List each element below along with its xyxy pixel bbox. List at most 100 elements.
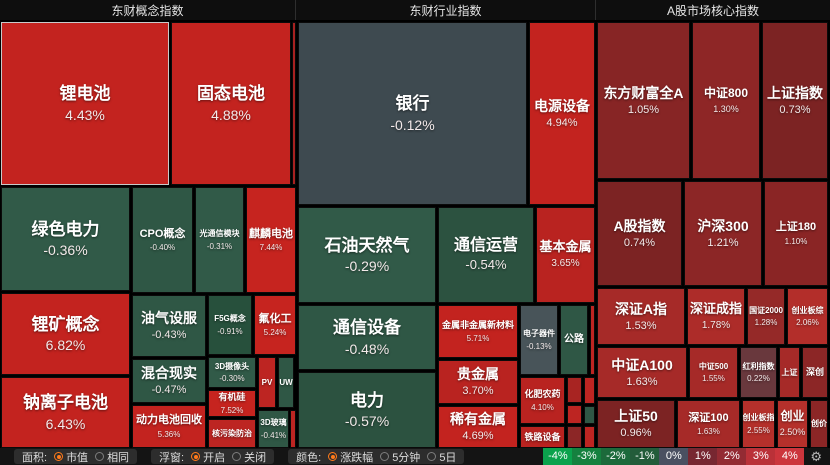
tile-value: 4.94% bbox=[546, 116, 578, 129]
tile-value: 1.63% bbox=[697, 427, 720, 437]
treemap-tile[interactable]: 银行 -0.12% bbox=[298, 22, 527, 205]
treemap-tile-sliver[interactable] bbox=[290, 410, 296, 448]
treemap-tile[interactable]: 公路 bbox=[560, 305, 588, 375]
treemap-tile-sliver[interactable] bbox=[567, 377, 582, 403]
treemap-tile[interactable]: 中证800 1.30% bbox=[692, 22, 760, 179]
treemap-tile[interactable]: 锂电池 4.43% bbox=[1, 22, 169, 185]
tile-name: 稀有金属 bbox=[450, 411, 506, 428]
treemap-tile[interactable]: 麒麟电池 7.44% bbox=[246, 187, 296, 293]
treemap-tile[interactable]: 中证A100 1.63% bbox=[597, 347, 687, 398]
radio-selected-icon[interactable] bbox=[54, 452, 64, 461]
treemap-tile[interactable]: 通信设备 -0.48% bbox=[298, 305, 436, 370]
treemap-tile[interactable]: 光通信模块 -0.31% bbox=[195, 187, 244, 293]
radio-selected-icon[interactable] bbox=[191, 452, 201, 461]
treemap-tile[interactable]: 电力 -0.57% bbox=[298, 372, 436, 448]
treemap-tile[interactable]: 中证500 1.55% bbox=[689, 347, 738, 398]
treemap-tile[interactable]: 上证 bbox=[779, 347, 800, 398]
treemap-tile[interactable]: 固态电池 4.88% bbox=[171, 22, 291, 185]
radio-icon[interactable] bbox=[95, 452, 105, 461]
treemap-tile[interactable]: 基本金属 3.65% bbox=[536, 207, 595, 303]
tile-value: 1.30% bbox=[713, 103, 739, 114]
treemap-tile[interactable]: UW bbox=[278, 357, 294, 408]
treemap-tile-sliver[interactable] bbox=[584, 426, 595, 448]
tile-name: 麒麟电池 bbox=[249, 227, 293, 240]
treemap-tile[interactable]: 上证50 0.96% bbox=[597, 400, 675, 448]
radio-selected-icon[interactable] bbox=[328, 452, 338, 461]
treemap-tile[interactable]: 3D摄像头 -0.30% bbox=[208, 357, 256, 388]
treemap-tile[interactable]: 钠离子电池 6.43% bbox=[1, 377, 130, 448]
treemap-tile[interactable]: 深证A指 1.53% bbox=[597, 288, 685, 345]
tile-value: 6.82% bbox=[45, 337, 86, 354]
tile-name: 动力电池回收 bbox=[136, 414, 202, 427]
treemap-tile[interactable]: 核污染防治 bbox=[208, 419, 256, 448]
treemap-tile[interactable]: 动力电池回收 5.36% bbox=[132, 405, 206, 448]
treemap-tile-sliver[interactable] bbox=[590, 305, 595, 375]
treemap-tile[interactable]: F5G概念 -0.91% bbox=[208, 295, 252, 355]
tile-name: 通信设备 bbox=[333, 318, 401, 338]
treemap-tile[interactable]: 化肥农药 4.10% bbox=[520, 377, 565, 424]
treemap-tile[interactable]: 铁路设备 bbox=[520, 426, 565, 448]
color-option[interactable]: 5日 bbox=[427, 449, 456, 465]
tile-name: 中证A100 bbox=[611, 356, 673, 373]
treemap-tile[interactable]: 创业板指 2.55% bbox=[742, 400, 775, 448]
treemap-tile[interactable]: 绿色电力 -0.36% bbox=[1, 187, 130, 291]
tile-value: 4.88% bbox=[211, 106, 251, 123]
tile-name: 固态电池 bbox=[197, 84, 265, 104]
gear-icon[interactable]: ⚙ bbox=[810, 448, 822, 464]
treemap-tile[interactable]: 上证180 1.10% bbox=[764, 181, 828, 286]
tile-name: 贵金属 bbox=[457, 366, 499, 383]
treemap-tile[interactable]: 电子器件 -0.13% bbox=[520, 305, 558, 375]
treemap-tile-sliver[interactable] bbox=[567, 405, 582, 424]
treemap-tile[interactable]: 深证100 1.63% bbox=[677, 400, 740, 448]
treemap-tile-sliver[interactable] bbox=[292, 22, 296, 185]
treemap-tile[interactable]: 深创 bbox=[802, 347, 828, 398]
treemap-tile[interactable]: 红利指数 0.22% bbox=[740, 347, 777, 398]
treemap-tile[interactable]: 东方财富全A 1.05% bbox=[597, 22, 690, 179]
treemap-tile[interactable]: 创价 bbox=[810, 400, 828, 448]
treemap-tile[interactable]: 深证成指 1.78% bbox=[687, 288, 745, 345]
tile-name: 创业板综 bbox=[791, 305, 824, 315]
tile-name: 基本金属 bbox=[539, 239, 592, 255]
tile-value: 4.43% bbox=[65, 106, 105, 123]
color-option[interactable]: 5分钟 bbox=[380, 449, 420, 465]
treemap-tile[interactable]: 氟化工 5.24% bbox=[254, 295, 296, 355]
treemap-tile-sliver[interactable] bbox=[584, 377, 595, 404]
radio-icon[interactable] bbox=[232, 452, 242, 461]
treemap-tile[interactable]: 有机硅 7.52% bbox=[208, 390, 256, 417]
treemap-tile[interactable]: A股指数 0.74% bbox=[597, 181, 682, 286]
color-option[interactable]: 涨跌幅 bbox=[328, 449, 373, 465]
radio-icon[interactable] bbox=[380, 452, 390, 461]
tile-value: -0.57% bbox=[344, 413, 390, 430]
tile-value: 2.50% bbox=[779, 427, 806, 438]
float-option[interactable]: 开启 bbox=[191, 449, 225, 465]
treemap-tile[interactable]: 3D玻璃 -0.41% bbox=[258, 410, 289, 448]
section-header-concept: 东财概念指数 bbox=[0, 0, 296, 20]
treemap-tile[interactable]: 通信运营 -0.54% bbox=[438, 207, 534, 303]
treemap-tile[interactable]: 石油天然气 -0.29% bbox=[298, 207, 436, 303]
treemap-tile[interactable]: 国证2000 1.28% bbox=[747, 288, 785, 345]
treemap-tile[interactable]: 电源设备 4.94% bbox=[529, 22, 595, 205]
tile-name: 电子器件 bbox=[523, 329, 555, 339]
treemap-tile[interactable]: CPO概念 -0.40% bbox=[132, 187, 193, 293]
radio-icon[interactable] bbox=[427, 452, 437, 461]
treemap-tile[interactable]: 上证指数 0.73% bbox=[762, 22, 828, 179]
treemap-tile-sliver[interactable] bbox=[584, 406, 595, 424]
treemap-tile[interactable]: PV bbox=[258, 357, 276, 408]
treemap-tile[interactable]: 创业 2.50% bbox=[777, 400, 808, 448]
treemap-tile[interactable]: 混合现实 -0.47% bbox=[132, 359, 206, 403]
area-option[interactable]: 市值 bbox=[54, 449, 88, 465]
treemap-tile[interactable]: 贵金属 3.70% bbox=[438, 360, 518, 404]
treemap-tile[interactable]: 油气设服 -0.43% bbox=[132, 295, 206, 357]
area-option[interactable]: 相同 bbox=[95, 449, 129, 465]
tile-value: 0.73% bbox=[779, 103, 811, 116]
float-option[interactable]: 关闭 bbox=[232, 449, 266, 465]
treemap-tile[interactable]: 稀有金属 4.69% bbox=[438, 406, 518, 448]
treemap-tile-sliver[interactable] bbox=[567, 426, 582, 448]
treemap-tile[interactable]: 沪深300 1.21% bbox=[684, 181, 762, 286]
treemap-tile[interactable]: 创业板综 2.06% bbox=[787, 288, 828, 345]
treemap-tile[interactable]: 金属非金属新材料 5.71% bbox=[438, 305, 518, 358]
treemap-tile[interactable]: 锂矿概念 6.82% bbox=[1, 293, 130, 375]
tile-value: 0.74% bbox=[623, 236, 656, 249]
tile-value: -0.30% bbox=[219, 374, 245, 383]
legend-segment: -3% bbox=[572, 448, 602, 465]
